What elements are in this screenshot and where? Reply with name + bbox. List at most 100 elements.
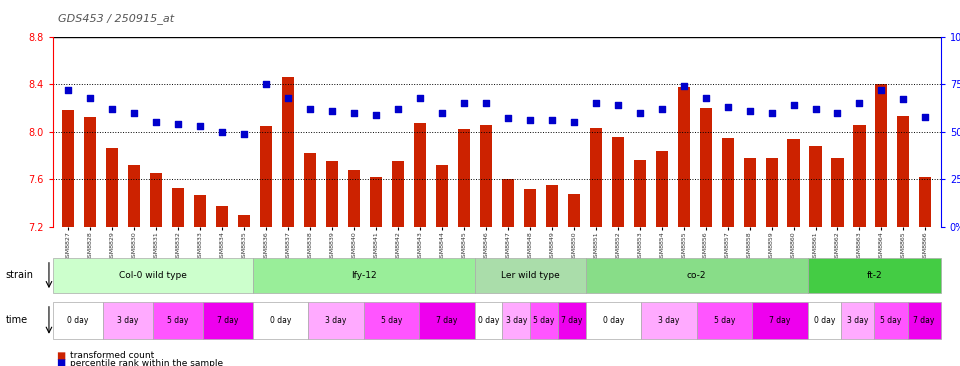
Bar — [216, 205, 228, 227]
Point — [192, 123, 207, 129]
Text: 3 day: 3 day — [117, 316, 138, 325]
Bar — [392, 161, 404, 227]
Point — [786, 102, 802, 108]
Point — [127, 110, 142, 116]
Text: 0 day: 0 day — [67, 316, 88, 325]
Text: strain: strain — [6, 270, 34, 280]
Point — [149, 119, 164, 125]
Text: time: time — [6, 315, 28, 325]
Bar — [765, 158, 778, 227]
Bar — [809, 146, 822, 227]
Point — [566, 119, 582, 125]
Text: lfy-12: lfy-12 — [350, 271, 376, 280]
Text: co-2: co-2 — [686, 271, 707, 280]
Bar — [787, 139, 800, 227]
Point — [720, 104, 735, 110]
Point — [302, 106, 318, 112]
Bar — [853, 124, 866, 227]
Point — [698, 94, 713, 100]
Bar — [700, 108, 711, 227]
Text: 7 day: 7 day — [914, 316, 935, 325]
Point — [258, 81, 274, 87]
Point — [171, 121, 186, 127]
Text: 5 day: 5 day — [880, 316, 901, 325]
Text: 0 day: 0 day — [270, 316, 291, 325]
Text: 5 day: 5 day — [713, 316, 735, 325]
Bar — [62, 110, 74, 227]
Bar — [194, 195, 206, 227]
Text: 3 day: 3 day — [506, 316, 527, 325]
Bar — [348, 170, 360, 227]
Point — [742, 108, 757, 114]
Bar — [458, 129, 469, 227]
Text: Col-0 wild type: Col-0 wild type — [119, 271, 186, 280]
Text: ft-2: ft-2 — [866, 271, 882, 280]
Point — [544, 117, 560, 123]
Bar — [567, 194, 580, 227]
Text: 7 day: 7 day — [561, 316, 583, 325]
Point — [390, 106, 405, 112]
Text: 7 day: 7 day — [436, 316, 458, 325]
Point — [456, 100, 471, 106]
Bar — [831, 158, 844, 227]
Point — [280, 94, 296, 100]
Point — [522, 117, 538, 123]
Point — [764, 110, 780, 116]
Point — [829, 110, 845, 116]
Bar — [656, 151, 668, 227]
Point — [654, 106, 669, 112]
Bar — [128, 165, 140, 227]
Point — [500, 116, 516, 122]
Bar — [589, 128, 602, 227]
Point — [852, 100, 867, 106]
Point — [236, 131, 252, 137]
Bar — [898, 116, 909, 227]
Text: 7 day: 7 day — [217, 316, 238, 325]
Point — [347, 110, 362, 116]
Point — [807, 106, 823, 112]
Bar — [634, 160, 646, 227]
Point — [676, 83, 691, 89]
Bar — [238, 215, 250, 227]
Point — [588, 100, 604, 106]
Text: percentile rank within the sample: percentile rank within the sample — [70, 359, 224, 366]
Bar — [612, 137, 624, 227]
Bar — [480, 124, 492, 227]
Text: 0 day: 0 day — [813, 316, 835, 325]
Bar — [370, 177, 382, 227]
Text: 0 day: 0 day — [478, 316, 499, 325]
Point — [105, 106, 120, 112]
Point — [896, 97, 911, 102]
Bar — [172, 188, 184, 227]
Point — [412, 94, 427, 100]
Text: 5 day: 5 day — [381, 316, 402, 325]
Point — [214, 129, 229, 135]
Text: ■: ■ — [56, 358, 65, 366]
Point — [369, 112, 384, 117]
Point — [83, 94, 98, 100]
Text: 0 day: 0 day — [603, 316, 624, 325]
Text: ■: ■ — [56, 351, 65, 361]
Bar — [304, 153, 316, 227]
Bar — [722, 138, 733, 227]
Bar — [678, 86, 689, 227]
Bar — [502, 179, 514, 227]
Point — [610, 102, 625, 108]
Bar — [524, 189, 536, 227]
Bar — [920, 177, 931, 227]
Text: 5 day: 5 day — [167, 316, 188, 325]
Bar — [876, 84, 887, 227]
Bar — [107, 148, 118, 227]
Text: GDS453 / 250915_at: GDS453 / 250915_at — [58, 13, 174, 24]
Bar — [84, 117, 96, 227]
Text: 3 day: 3 day — [325, 316, 347, 325]
Bar — [744, 158, 756, 227]
Bar — [414, 123, 426, 227]
Bar — [325, 161, 338, 227]
Text: transformed count: transformed count — [70, 351, 155, 360]
Point — [632, 110, 647, 116]
Point — [434, 110, 449, 116]
Text: 3 day: 3 day — [659, 316, 680, 325]
Bar — [150, 173, 162, 227]
Point — [478, 100, 493, 106]
